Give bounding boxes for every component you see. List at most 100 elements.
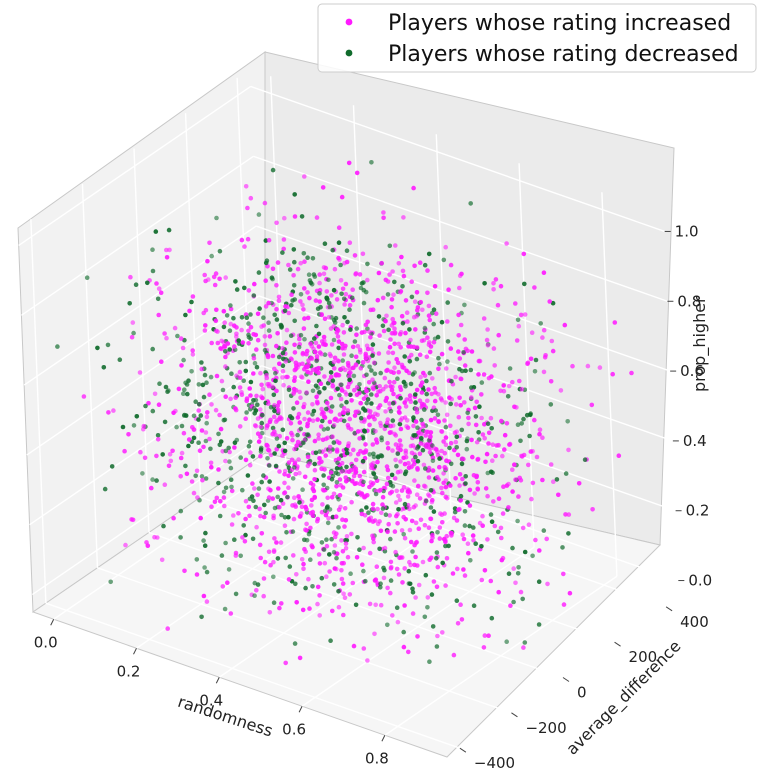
scatter-point: [282, 515, 288, 520]
scatter-point: [415, 446, 420, 451]
scatter-point: [444, 458, 449, 464]
scatter-point: [525, 361, 530, 367]
scatter-point: [582, 457, 588, 463]
scatter-point: [209, 340, 214, 346]
scatter-point: [214, 307, 219, 313]
scatter-point: [335, 386, 340, 392]
scatter-point: [270, 266, 276, 272]
scatter-point: [381, 210, 386, 215]
scatter-point: [435, 633, 440, 639]
scatter-point: [266, 447, 271, 453]
scatter-point: [337, 440, 342, 446]
scatter-point: [489, 615, 495, 621]
scatter-point: [364, 372, 369, 378]
scatter-point: [513, 580, 518, 586]
scatter-point: [286, 387, 292, 393]
scatter-point: [200, 382, 206, 388]
scatter-point: [445, 359, 450, 364]
scatter-point: [258, 513, 263, 519]
scatter-point: [55, 344, 60, 349]
scatter-point: [558, 388, 564, 393]
scatter-point: [336, 525, 341, 530]
scatter-point: [150, 268, 156, 274]
scatter-point: [444, 412, 450, 418]
scatter-point: [345, 408, 351, 413]
scatter-point: [292, 495, 297, 501]
scatter-point: [427, 349, 433, 355]
scatter-point: [399, 528, 405, 533]
scatter-point: [352, 387, 357, 393]
scatter-point: [429, 592, 435, 597]
scatter-point: [369, 401, 374, 406]
scatter-point: [317, 456, 322, 461]
scatter-point: [326, 516, 331, 521]
scatter-point: [259, 430, 265, 436]
scatter-point: [443, 466, 449, 472]
scatter-point: [226, 445, 231, 451]
scatter-point: [264, 442, 270, 448]
scatter-point: [358, 366, 364, 371]
scatter-point: [229, 488, 235, 494]
scatter-point: [528, 356, 534, 362]
scatter-point: [336, 507, 342, 512]
scatter-point: [297, 420, 303, 425]
scatter-point: [184, 382, 190, 387]
scatter-point: [358, 285, 364, 291]
scatter-point: [459, 271, 464, 277]
scatter-point: [304, 432, 310, 438]
scatter-point: [292, 502, 298, 508]
scatter-point: [275, 260, 281, 265]
scatter-point: [223, 394, 228, 400]
scatter-point: [305, 454, 311, 460]
scatter-point: [530, 553, 535, 559]
scatter-point: [349, 353, 354, 359]
scatter-point: [252, 281, 257, 287]
scatter-point: [369, 465, 374, 471]
scatter-point: [481, 372, 487, 377]
scatter-point: [337, 412, 343, 417]
y-tick-mark: [665, 606, 673, 612]
scatter-point: [343, 541, 349, 546]
scatter-point: [397, 421, 403, 427]
scatter-point: [333, 514, 339, 519]
scatter-point: [422, 522, 428, 528]
scatter-point: [306, 362, 312, 367]
scatter-point: [378, 585, 383, 590]
scatter-point: [331, 337, 337, 343]
scatter-point: [198, 515, 203, 521]
scatter-point: [391, 370, 397, 376]
scatter-point: [297, 470, 302, 476]
scatter-point: [388, 408, 394, 414]
scatter-point: [566, 447, 571, 453]
scatter-point: [458, 403, 464, 408]
scatter-point: [140, 471, 145, 476]
scatter-point: [475, 457, 481, 462]
scatter-point: [313, 298, 319, 303]
scatter-point: [380, 494, 386, 500]
scatter-point: [246, 504, 252, 510]
scatter-point: [266, 320, 271, 326]
scatter-point: [298, 299, 303, 304]
scatter-point: [353, 354, 359, 360]
scatter-point: [179, 450, 185, 456]
scatter-point: [221, 489, 227, 495]
scatter-point: [407, 506, 412, 512]
scatter-point: [283, 359, 289, 364]
scatter-point: [422, 325, 428, 331]
scatter-point: [387, 272, 392, 277]
scatter-point: [374, 564, 380, 569]
scatter-point: [352, 481, 358, 487]
scatter-point: [271, 392, 277, 398]
scatter-point: [211, 274, 217, 280]
back-grid-line: [253, 155, 668, 302]
scatter-point: [159, 359, 164, 365]
scatter-point: [294, 443, 300, 448]
scatter-point: [561, 602, 567, 607]
scatter-point: [343, 546, 349, 551]
scatter-point: [340, 365, 346, 371]
scatter-point: [445, 300, 451, 305]
scatter-point: [411, 314, 417, 320]
scatter-point: [290, 476, 296, 481]
scatter-point: [214, 373, 220, 379]
scatter-point: [193, 399, 198, 405]
